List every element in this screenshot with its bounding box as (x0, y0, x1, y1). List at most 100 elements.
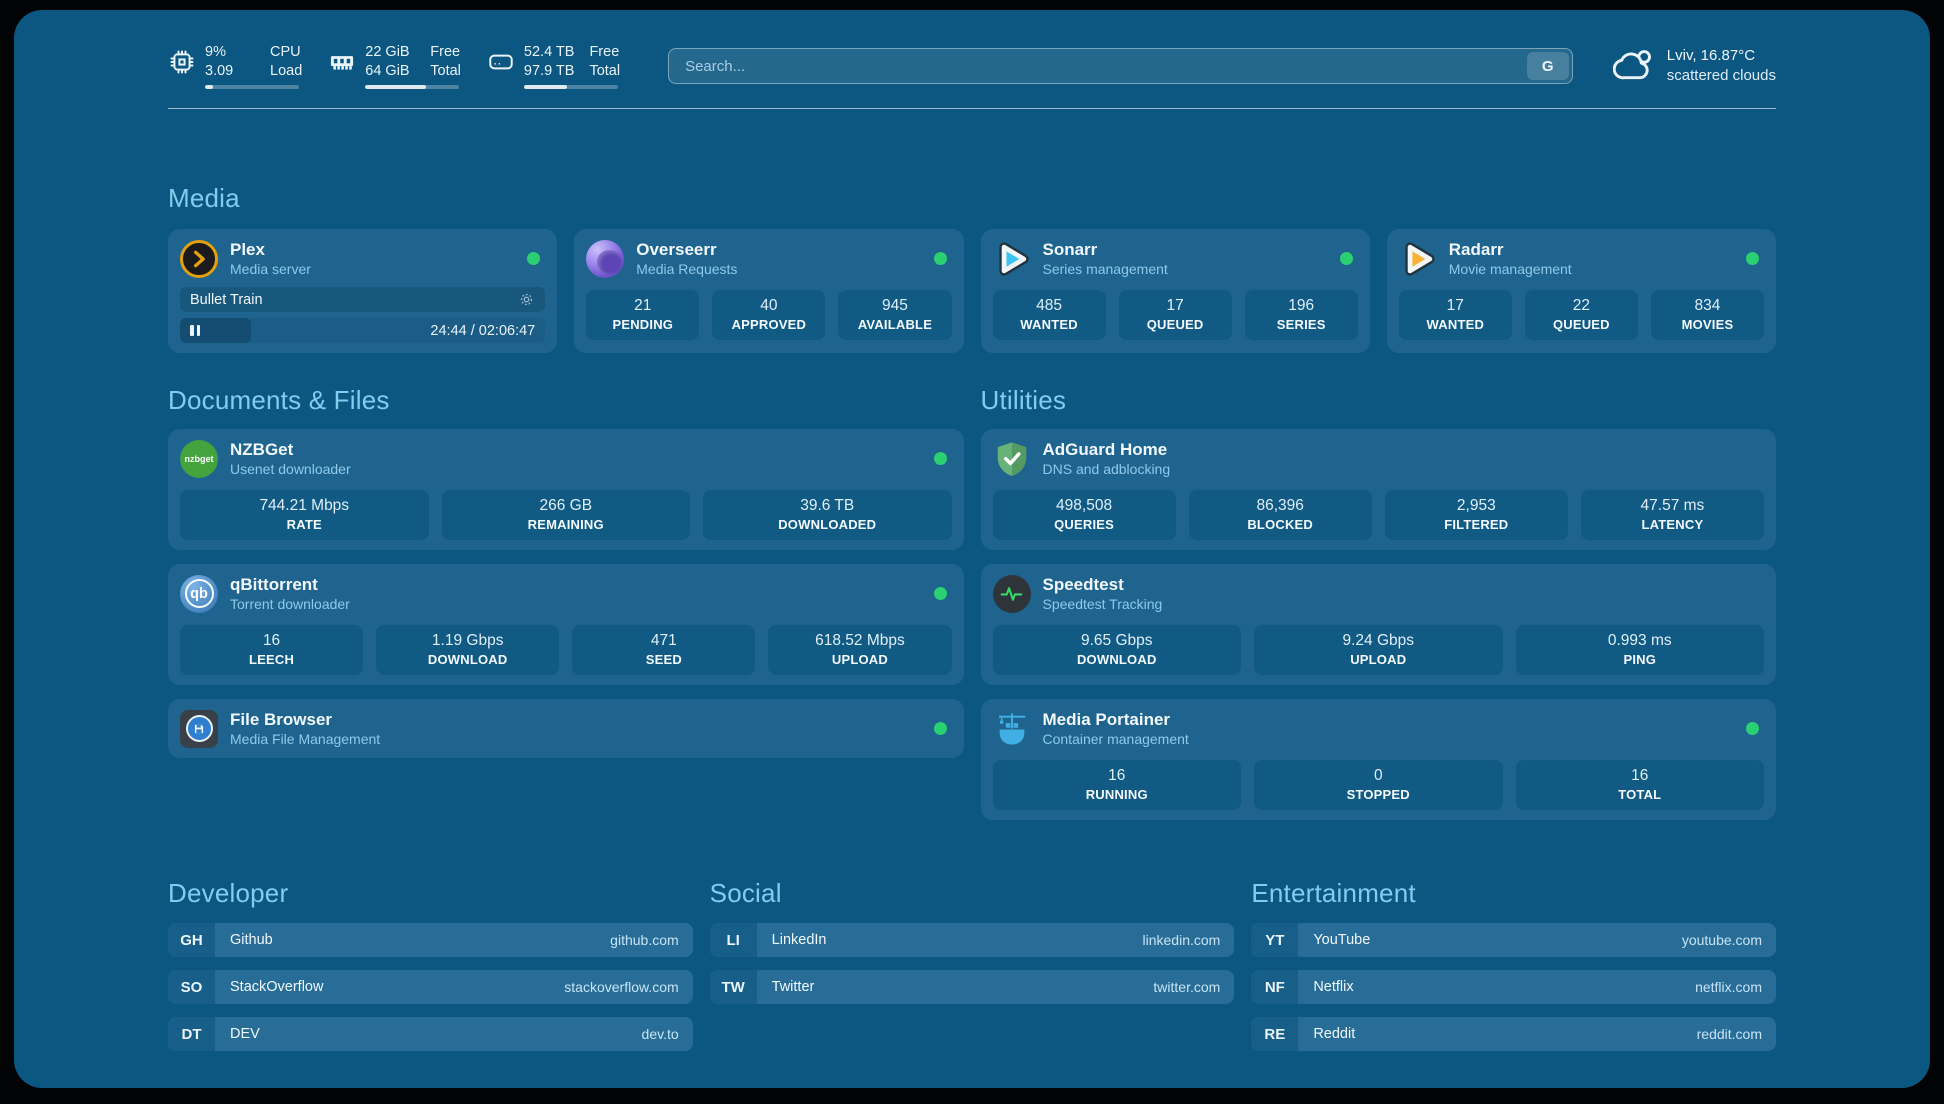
pause-button[interactable] (190, 325, 200, 336)
card-subtitle: DNS and adblocking (1042, 461, 1171, 477)
utilities-section-title: Utilities (980, 385, 1067, 415)
status-dot (933, 722, 947, 735)
now-playing-title: Bullet Train (190, 291, 263, 308)
status-dot (933, 452, 947, 465)
card-portainer[interactable]: Media Portainer Container management 16 … (980, 699, 1776, 820)
memory-progressbar (365, 85, 460, 89)
link-reddit[interactable]: RE Reddit reddit.com (1251, 1017, 1776, 1051)
link-abbr: NF (1251, 970, 1299, 1004)
portainer-icon (993, 710, 1031, 748)
sonarr-icon (993, 240, 1031, 278)
link-domain: linkedin.com (1142, 932, 1221, 948)
stat-upload: 618.52 Mbps UPLOAD (768, 625, 952, 675)
card-subtitle: Speedtest Tracking (1042, 596, 1163, 612)
disk-icon (487, 48, 515, 76)
link-netflix[interactable]: NF Netflix netflix.com (1251, 970, 1776, 1004)
card-title: NZBGet (230, 440, 294, 459)
card-subtitle: Series management (1042, 261, 1168, 277)
link-label: Reddit (1313, 1026, 1356, 1042)
section-media: Media Plex Media server (168, 181, 1776, 353)
disk-total-label: Total (589, 63, 621, 79)
card-plex[interactable]: Plex Media server Bullet Train (168, 229, 558, 353)
stat-rate: 744.21 Mbps RATE (180, 490, 429, 540)
memory-total-label: Total (430, 63, 461, 79)
link-linkedin[interactable]: LI LinkedIn linkedin.com (709, 923, 1235, 957)
link-abbr: TW (709, 970, 757, 1004)
overseerr-icon (586, 239, 625, 278)
cpu-progressbar (205, 85, 299, 89)
filebrowser-icon (180, 709, 218, 748)
section-developer: Developer GH Github github.com SO StackO… (168, 876, 693, 1051)
stat-upload: 9.24 Gbps UPLOAD (1254, 625, 1503, 675)
link-label: YouTube (1313, 932, 1371, 948)
card-subtitle: Torrent downloader (230, 596, 350, 612)
adguard-icon (993, 440, 1031, 478)
card-qbittorrent[interactable]: qb qBittorrent Torrent downloader 16 LEE… (168, 564, 964, 685)
link-abbr: LI (709, 923, 757, 957)
stat-available: 945 AVAILABLE (838, 290, 952, 340)
stat-movies: 834 MOVIES (1650, 290, 1764, 340)
stat-queued: 22 QUEUED (1524, 290, 1638, 340)
social-section-title: Social (709, 878, 782, 908)
link-abbr: DT (168, 1017, 215, 1051)
section-entertainment: Entertainment YT YouTube youtube.com NF … (1251, 876, 1776, 1051)
stat-queries: 498,508 QUERIES (992, 490, 1176, 540)
link-youtube[interactable]: YT YouTube youtube.com (1251, 923, 1776, 957)
card-adguard[interactable]: AdGuard Home DNS and adblocking 498,508 … (980, 429, 1776, 550)
stat-remaining: 266 GB REMAINING (441, 490, 690, 540)
stat-filtered: 2,953 FILTERED (1384, 490, 1568, 540)
status-dot (933, 252, 947, 265)
weather-widget[interactable]: Lviv, 16.87°C scattered clouds (1612, 46, 1776, 87)
entertainment-section-title: Entertainment (1251, 878, 1416, 908)
card-title: AdGuard Home (1042, 440, 1168, 459)
card-sonarr[interactable]: Sonarr Series management 485 WANTED 17 Q… (980, 229, 1370, 353)
card-file-browser[interactable]: File Browser Media File Management (168, 699, 964, 758)
card-title: Plex (230, 240, 265, 259)
stat-ping: 0.993 ms PING (1515, 625, 1764, 675)
link-label: LinkedIn (771, 932, 827, 948)
weather-condition: scattered clouds (1666, 67, 1776, 84)
cpu-usage-value: 9% (205, 44, 226, 60)
memory-stat: 22 GiB 64 GiB Free Total (328, 43, 461, 89)
section-social: Social LI LinkedIn linkedin.com TW Twitt… (709, 876, 1235, 1051)
cpu-stat: 9% 3.09 CPU Load (168, 43, 302, 89)
weather-location-temp: Lviv, 16.87°C (1666, 47, 1756, 64)
link-github[interactable]: GH Github github.com (168, 923, 693, 957)
link-twitter[interactable]: TW Twitter twitter.com (709, 970, 1235, 1004)
section-utilities: Utilities (980, 383, 1776, 820)
link-label: Github (230, 932, 273, 948)
link-dev[interactable]: DT DEV dev.to (168, 1017, 693, 1051)
status-dot (1746, 252, 1759, 265)
card-nzbget[interactable]: nzbget NZBGet Usenet downloader 744.21 M… (168, 429, 964, 550)
card-title: Sonarr (1042, 240, 1098, 259)
stat-seed: 471 SEED (572, 625, 756, 675)
link-stackoverflow[interactable]: SO StackOverflow stackoverflow.com (168, 970, 693, 1004)
cpu-load-label: Load (270, 63, 303, 79)
link-domain: twitter.com (1153, 979, 1221, 995)
search-provider-button[interactable]: G (1526, 52, 1569, 80)
card-title: Speedtest (1042, 575, 1124, 594)
stat-approved: 40 APPROVED (712, 290, 826, 340)
status-dot (1339, 252, 1353, 265)
search-bar: G (668, 48, 1573, 84)
stat-blocked: 86,396 BLOCKED (1188, 490, 1372, 540)
now-playing-row: Bullet Train (180, 287, 546, 312)
card-radarr[interactable]: Radarr Movie management 17 WANTED 22 QUE… (1386, 229, 1776, 353)
nzbget-icon: nzbget (180, 439, 218, 478)
stat-stopped: 0 STOPPED (1254, 760, 1503, 810)
status-dot (933, 587, 947, 600)
link-abbr: SO (168, 970, 215, 1004)
card-speedtest[interactable]: Speedtest Speedtest Tracking 9.65 Gbps D… (980, 564, 1776, 685)
card-title: Overseerr (636, 240, 717, 259)
cpu-icon (168, 48, 196, 76)
status-dot (527, 252, 541, 265)
link-domain: dev.to (641, 1026, 679, 1042)
cpu-load-value: 3.09 (205, 63, 234, 79)
cpu-usage-label: CPU (270, 44, 301, 60)
search-input[interactable] (668, 48, 1573, 84)
card-subtitle: Usenet downloader (230, 461, 351, 477)
memory-free-label: Free (430, 44, 461, 60)
disk-free-label: Free (589, 44, 620, 60)
card-overseerr[interactable]: Overseerr Media Requests 21 PENDING 40 A… (574, 229, 964, 353)
disk-free-value: 52.4 TB (523, 44, 575, 60)
